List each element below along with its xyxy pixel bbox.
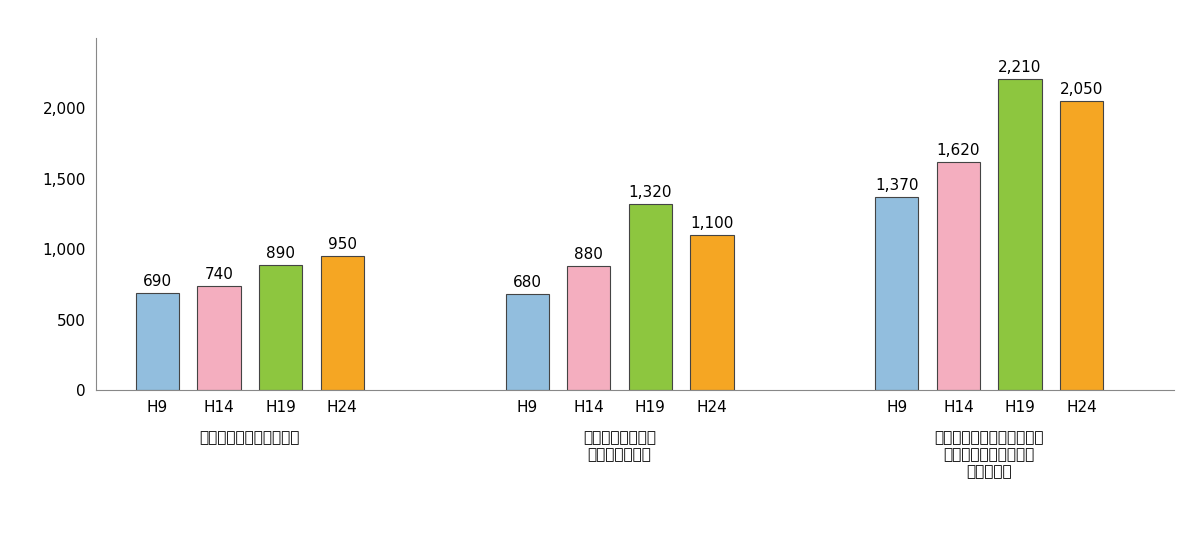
Text: 1,620: 1,620 bbox=[937, 143, 980, 158]
Bar bbox=[259, 265, 302, 390]
Text: 1,320: 1,320 bbox=[629, 185, 672, 200]
Text: 1,100: 1,100 bbox=[690, 216, 733, 231]
Bar bbox=[567, 266, 610, 390]
Text: 糖尿病が強く疑われる者と
糖尿病の可能性を否定
できない者: 糖尿病が強く疑われる者と 糖尿病の可能性を否定 できない者 bbox=[934, 430, 1043, 480]
Bar bbox=[1060, 101, 1103, 390]
Text: 糖尿病が強く疑われる者: 糖尿病が強く疑われる者 bbox=[200, 430, 300, 444]
Bar bbox=[690, 235, 733, 390]
Text: 890: 890 bbox=[266, 246, 295, 261]
Text: 糖尿病の可能性を
否定できない者: 糖尿病の可能性を 否定できない者 bbox=[583, 430, 657, 462]
Bar bbox=[629, 204, 672, 390]
Bar bbox=[937, 162, 980, 390]
Bar bbox=[135, 293, 179, 390]
Bar bbox=[998, 79, 1041, 390]
Text: 680: 680 bbox=[513, 275, 541, 290]
Text: 740: 740 bbox=[205, 267, 234, 282]
Text: 2,210: 2,210 bbox=[998, 60, 1042, 75]
Bar bbox=[321, 256, 364, 390]
Text: 690: 690 bbox=[143, 274, 173, 289]
Bar bbox=[506, 294, 549, 390]
Bar bbox=[198, 286, 241, 390]
Text: 1,370: 1,370 bbox=[875, 178, 919, 193]
Text: 950: 950 bbox=[328, 237, 357, 252]
Text: 880: 880 bbox=[574, 247, 603, 262]
Bar bbox=[876, 197, 919, 390]
Text: 2,050: 2,050 bbox=[1060, 82, 1103, 97]
